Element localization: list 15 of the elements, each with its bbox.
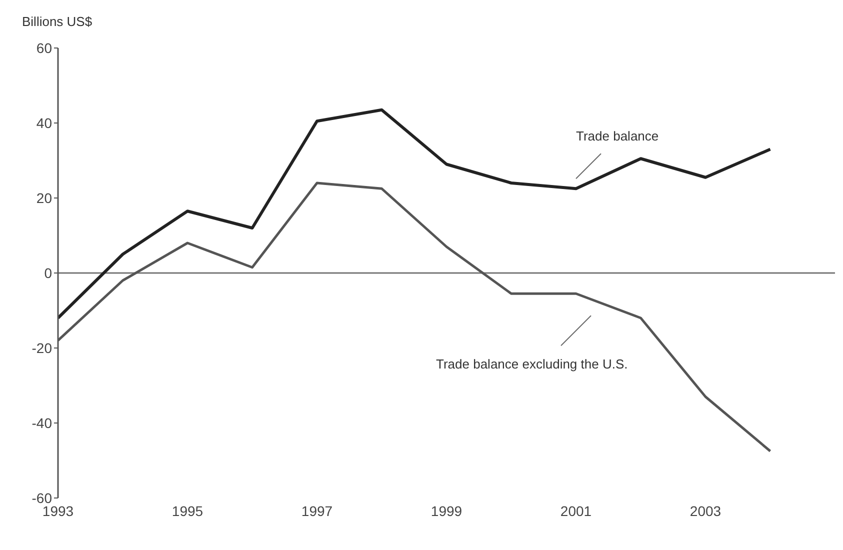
y-tick-label: 0 [44,264,52,281]
x-tick-label: 1995 [172,502,204,519]
y-tick-label: 60 [36,40,52,56]
x-tick-label: 2001 [560,502,592,519]
series-label: Trade balance [576,128,659,144]
x-tick-label: 2003 [690,502,722,519]
y-tick-label: -20 [32,340,52,356]
x-tick-label: 1997 [301,502,333,519]
y-tick-label: 40 [36,114,52,131]
y-axis-title: Billions US$ [22,14,92,29]
y-tick-label: 20 [36,190,52,206]
text: Trade balance excluding the U.S. [436,356,628,372]
x-tick-label: 1999 [430,502,462,519]
y-tick-label: -40 [32,414,52,431]
line-series [58,108,772,320]
